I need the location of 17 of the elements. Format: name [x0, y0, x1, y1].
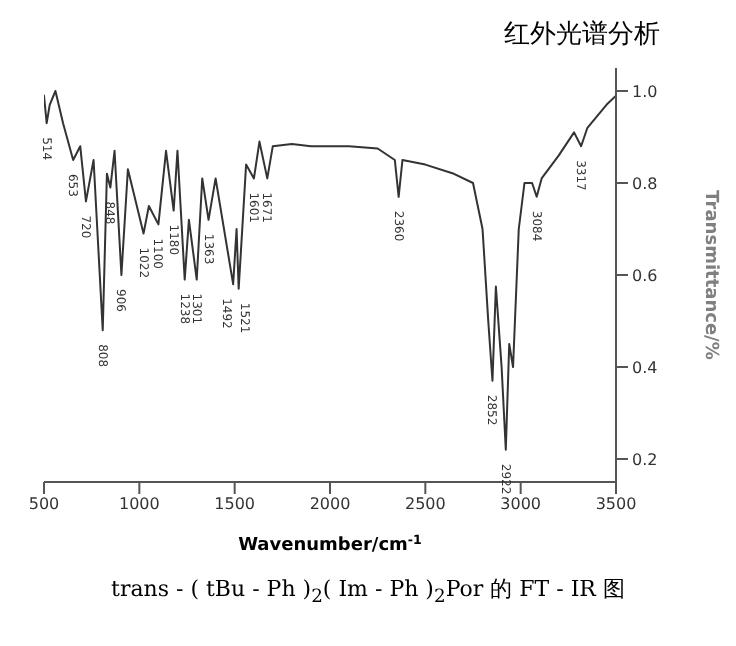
x-tick-label: 2500 — [404, 495, 446, 514]
x-tick-label: 500 — [28, 495, 60, 514]
y-axis-title: Transmittance/% — [699, 190, 720, 360]
x-tick-label: 1000 — [118, 495, 160, 514]
y-tick-label: 0.8 — [632, 174, 658, 193]
x-tick-label: 3000 — [500, 495, 542, 514]
x-tick-label: 3500 — [595, 495, 637, 514]
chart-title: 红外光谱分析 — [504, 20, 660, 50]
x-tick-label: 2000 — [309, 495, 351, 514]
y-tick-label: 1.0 — [632, 82, 658, 101]
x-tick-label: 1500 — [214, 495, 256, 514]
x-axis-title: Wavenumber/cm$^{-1}$ — [238, 533, 422, 556]
y-tick-label: 0.2 — [632, 450, 658, 469]
y-tick-label: 0.4 — [632, 358, 658, 377]
line-series — [44, 90, 616, 451]
y-tick-label: 0.6 — [632, 266, 658, 285]
text: trans - ( tBu - Ph )$_{2}$( Im - Ph )$_{2}$Por 的 FT - IR 图 — [111, 576, 625, 609]
